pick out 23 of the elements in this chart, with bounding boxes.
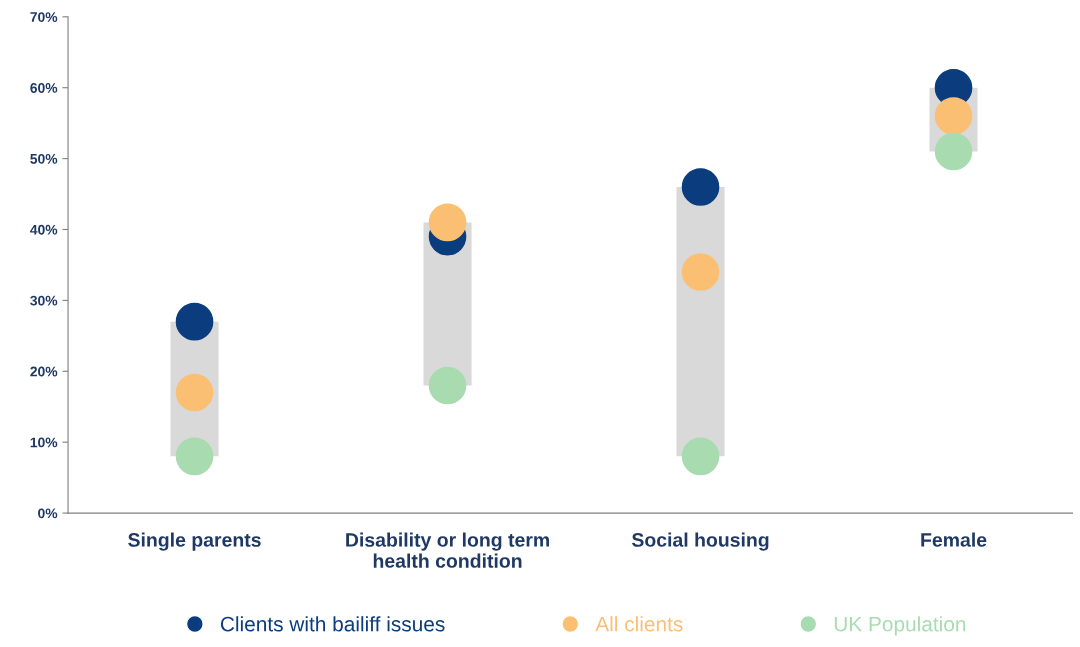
legend-label: All clients [595,616,683,632]
y-tick-label: 50% [30,153,58,164]
x-tick-label: Disability or long term health condition [346,532,549,568]
y-tick-label: 0% [38,508,58,519]
y-tick-label: 40% [30,224,58,235]
y-tick-label: 60% [30,83,58,93]
point [934,132,973,171]
point [175,302,214,341]
point [428,203,467,242]
point [681,253,720,291]
point [681,437,720,476]
y-tick-label: 10% [30,437,58,448]
x-tick-label: Social housing [631,532,769,551]
legend-label: Clients with bailiff issues [220,616,445,632]
y-tick-label: 30% [30,295,58,306]
point [681,168,720,206]
legend-label: UK Population [834,616,966,636]
y-tick-label: 70% [30,12,58,22]
x-tick-label: Female [921,532,987,547]
point [175,437,214,476]
x-tick-label: Single parents [128,532,261,551]
point [428,366,467,405]
y-tick-label: 20% [30,366,58,377]
